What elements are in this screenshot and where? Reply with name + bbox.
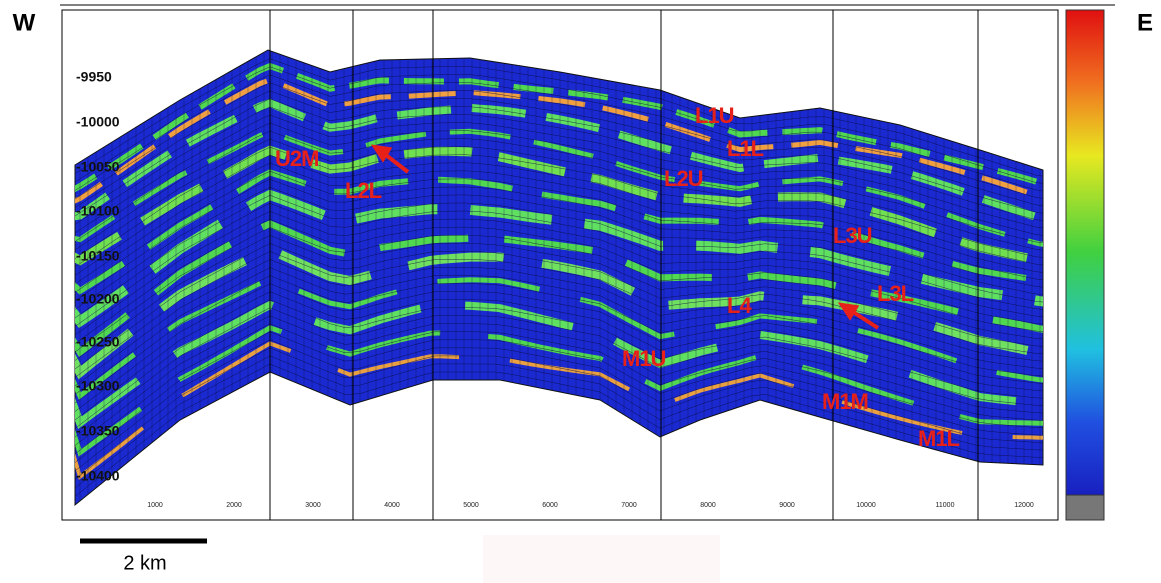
mesh-line xyxy=(75,283,1043,412)
depth-label: -10400 xyxy=(76,468,120,484)
x-label: 4000 xyxy=(384,502,400,509)
well-lines xyxy=(269,10,979,520)
layer-band xyxy=(75,341,1043,480)
mesh-line xyxy=(75,291,1043,421)
mesh-line xyxy=(75,355,1043,489)
x-label: 3000 xyxy=(305,502,321,509)
depth-label: -10200 xyxy=(76,291,120,307)
zone-label: L2U xyxy=(664,166,703,191)
layer-band xyxy=(75,169,1043,295)
east-label: E xyxy=(1137,9,1153,36)
x-label: 8000 xyxy=(700,502,716,509)
mesh-line xyxy=(75,347,1043,480)
mesh-line xyxy=(75,162,1043,285)
mesh-line xyxy=(75,315,1043,446)
depth-label: -9950 xyxy=(76,69,112,85)
mesh-line xyxy=(75,219,1043,344)
x-label: 7000 xyxy=(621,502,637,509)
zone-label: L4 xyxy=(727,293,752,318)
mesh-line xyxy=(75,267,1043,395)
layer-band xyxy=(75,145,1043,266)
arrow xyxy=(370,144,410,174)
mesh-line xyxy=(75,90,1043,208)
depth-label: -10100 xyxy=(76,203,120,219)
zone-label: L2L xyxy=(345,178,382,203)
x-label: 11000 xyxy=(936,502,955,509)
blank-patch xyxy=(483,535,720,583)
mesh-line xyxy=(75,339,1043,472)
mesh-line xyxy=(75,235,1043,361)
layer-band xyxy=(75,128,1043,248)
layer-band xyxy=(75,325,1043,457)
mesh-line xyxy=(75,299,1043,429)
mesh-line xyxy=(75,203,1043,327)
mesh-line xyxy=(75,122,1043,242)
mesh-line xyxy=(75,106,1043,225)
mesh-line xyxy=(75,98,1043,217)
x-label: 2000 xyxy=(226,502,242,509)
mesh-line xyxy=(75,307,1043,438)
zone-label: U2M xyxy=(275,146,318,171)
mesh-line xyxy=(75,323,1043,455)
mesh-line xyxy=(75,82,1043,200)
labels: -9950 -10000 -10050 -10100 -10150 -10200 -1025… xyxy=(76,69,1034,509)
mesh-line xyxy=(75,154,1043,276)
layer-band xyxy=(75,189,1043,329)
mesh-line xyxy=(75,331,1043,463)
mesh-line xyxy=(75,130,1043,251)
mesh-line xyxy=(75,187,1043,310)
scale-label: 2 km xyxy=(123,552,166,574)
x-label: 12000 xyxy=(1014,502,1034,509)
zone-label: M1M xyxy=(822,389,868,414)
x-label: 10000 xyxy=(856,502,876,509)
x-label: 5000 xyxy=(463,502,479,509)
zone-label: L3U xyxy=(833,223,872,248)
depth-label: -10350 xyxy=(76,423,120,439)
mesh-line xyxy=(75,146,1043,268)
mesh-line xyxy=(75,227,1043,353)
mesh-line xyxy=(75,170,1043,293)
mesh-line xyxy=(75,363,1043,497)
depth-label: -10250 xyxy=(76,334,120,350)
depth-label: -10050 xyxy=(76,159,120,175)
mesh-line xyxy=(75,138,1043,259)
depth-label: -10150 xyxy=(76,248,120,264)
arrow xyxy=(837,302,880,330)
layer-band xyxy=(75,300,1043,429)
layer-band xyxy=(75,98,1043,224)
x-label: 1000 xyxy=(147,502,163,509)
colorbar xyxy=(1065,9,1105,496)
mesh-line xyxy=(75,251,1043,378)
zone-label: L3L xyxy=(877,281,914,306)
depth-label: -10300 xyxy=(76,378,120,394)
layer-band xyxy=(75,62,1043,195)
layer-band xyxy=(75,276,1043,401)
mesh-line xyxy=(75,243,1043,370)
mesh-line xyxy=(75,211,1043,336)
west-label: W xyxy=(13,9,36,36)
zone-label: L1U xyxy=(695,103,734,128)
mesh-line xyxy=(75,259,1043,387)
mesh-line xyxy=(75,275,1043,404)
layer-band xyxy=(75,220,1043,357)
mesh-line xyxy=(75,114,1043,234)
zone-label: M1U xyxy=(622,346,666,371)
x-label: 6000 xyxy=(542,502,558,509)
mesh-line xyxy=(75,195,1043,319)
colorbar-null xyxy=(1065,494,1105,521)
depth-label: -10000 xyxy=(76,114,120,130)
mesh-line xyxy=(75,74,1043,193)
zone-label: L1L xyxy=(727,136,764,161)
mesh-line xyxy=(75,66,1043,185)
mesh-line xyxy=(75,58,1043,178)
x-label: 9000 xyxy=(779,502,795,509)
layer-band xyxy=(75,244,1043,380)
zone-label: M1L xyxy=(918,426,960,451)
mesh-line xyxy=(75,178,1043,302)
